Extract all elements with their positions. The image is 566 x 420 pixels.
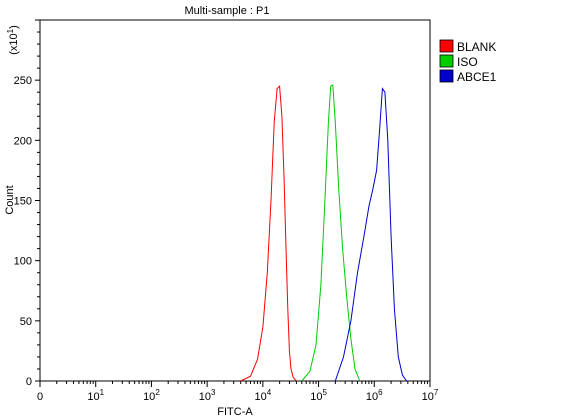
x-tick-label: 104: [255, 388, 272, 403]
legend-swatch-iso: [439, 54, 454, 68]
x-axis-label: FITC-A: [217, 406, 253, 418]
y-tick-label: 150: [14, 196, 32, 208]
x-tick-label: 0: [37, 391, 43, 403]
legend-label-blank: BLANK: [457, 40, 496, 54]
y-tick-label: 200: [14, 135, 32, 147]
svg-text:(x101): (x101): [6, 25, 20, 55]
y-axis-label: Count: [4, 185, 16, 214]
series-line-blank: [240, 85, 297, 382]
y-axis-multiplier: (x101): [6, 25, 20, 55]
y-multiplier-base: (x10: [8, 33, 20, 54]
series-lines: [240, 84, 408, 382]
series-line-iso: [301, 84, 361, 382]
y-tick-label: 0: [26, 376, 32, 388]
x-tick-label: 106: [366, 388, 383, 403]
x-tick-label: 107: [422, 388, 439, 403]
legend-label-iso: ISO: [457, 55, 478, 69]
legend-swatch-abce1: [439, 69, 454, 83]
x-tick-label: 101: [87, 388, 104, 403]
y-multiplier-close: ): [8, 25, 20, 29]
series-line-abce1: [334, 87, 408, 382]
x-axis: 0 101 102 103 104 105 106 107: [37, 381, 439, 403]
x-tick-label: 105: [310, 388, 327, 403]
legend-label-abce1: ABCE1: [457, 70, 497, 84]
plot-frame: [39, 19, 431, 382]
x-tick-label: 102: [143, 388, 160, 403]
y-tick-label: 50: [20, 316, 32, 328]
y-multiplier-exp: 1: [6, 28, 15, 33]
chart-title: Multi-sample : P1: [185, 5, 270, 17]
y-axis: 0 50 100 150 200 250: [14, 19, 40, 388]
y-tick-label: 100: [14, 256, 32, 268]
x-tick-label: 103: [199, 388, 216, 403]
y-tick-label: 250: [14, 75, 32, 87]
legend-swatch-blank: [439, 39, 454, 53]
